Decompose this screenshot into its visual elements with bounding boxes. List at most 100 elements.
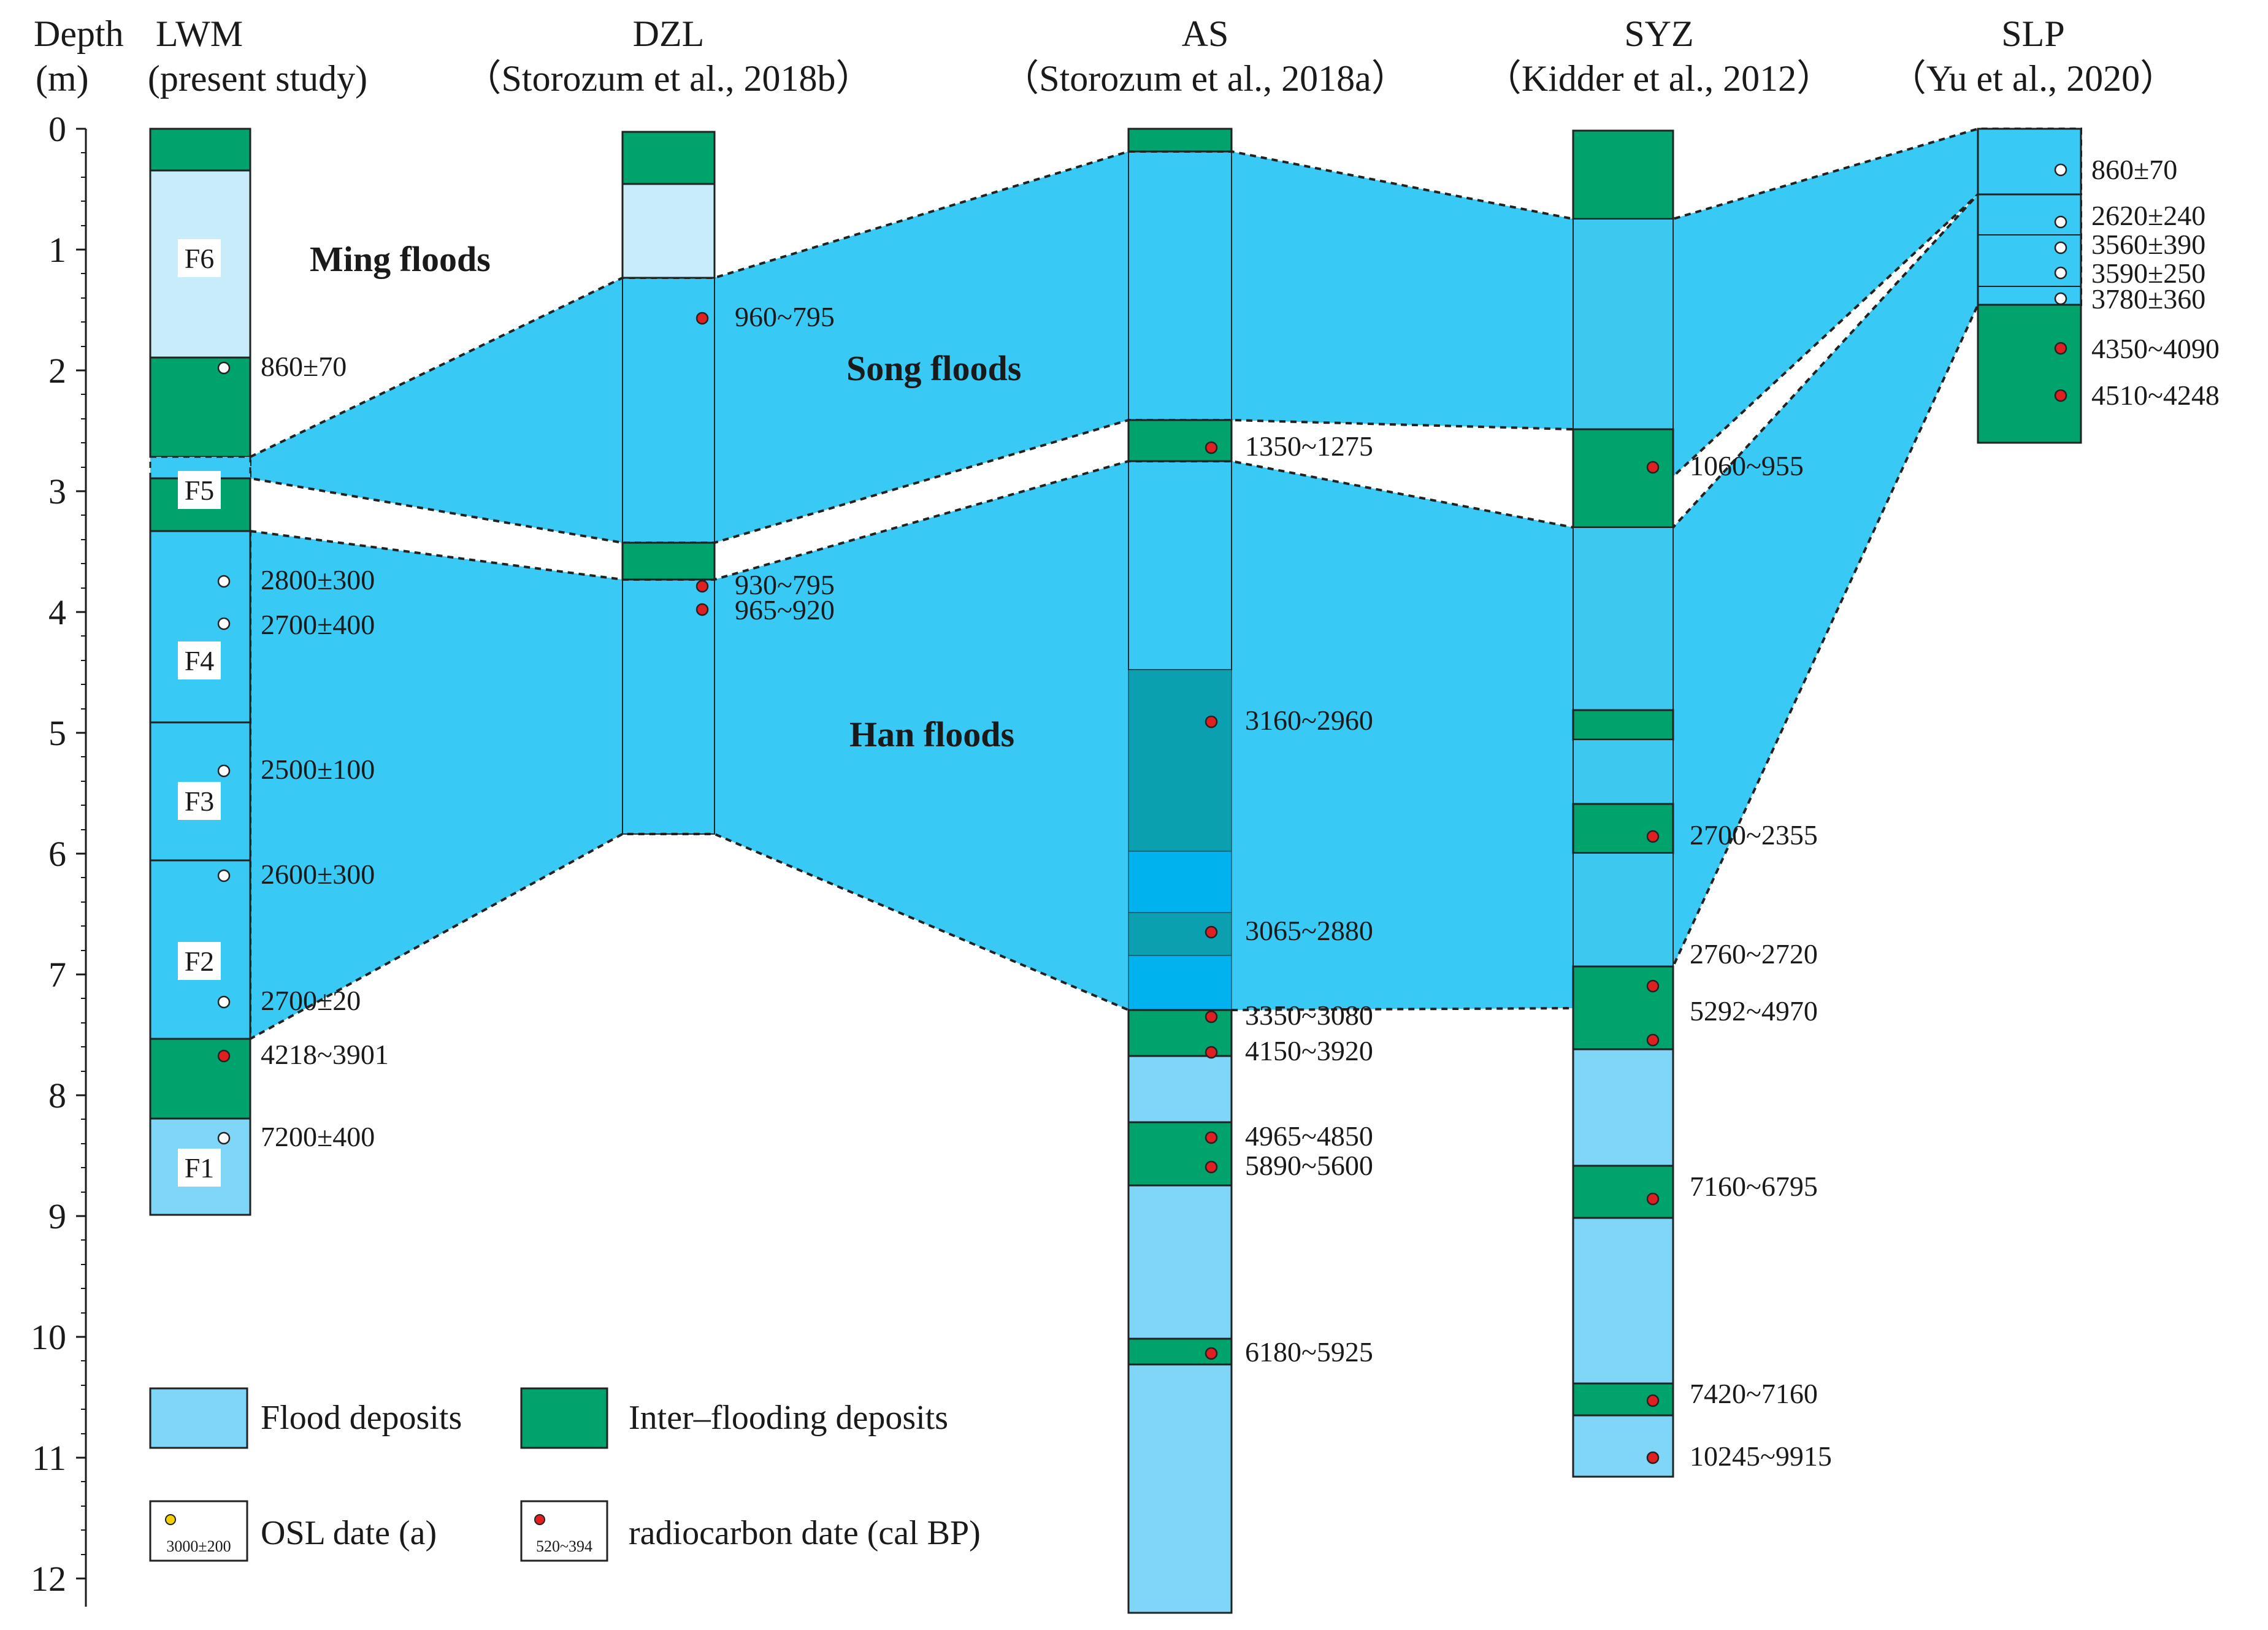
tick-label: 2 (48, 351, 66, 391)
ming-floods-label: Ming floods (310, 239, 491, 279)
inter-flooding-layer (1572, 803, 1674, 854)
inter-flooding-layer (1572, 129, 1674, 220)
unit-label-box (178, 471, 221, 509)
osl-sample-marker (2054, 292, 2067, 305)
flood-sublayer-dark (1128, 669, 1232, 852)
sample-markers (217, 163, 2067, 1464)
radiocarbon-sample-marker (1205, 1010, 1218, 1024)
legend-label-osl: OSL date (a) (261, 1514, 437, 1552)
date-labels-syz: 1060~955 2700~2355 2760~2720 5292~4970 7… (1690, 450, 1832, 1472)
legend-box-osl (149, 1500, 248, 1562)
osl-sample-marker (217, 361, 231, 375)
date-label: 10245~9915 (1690, 1441, 1832, 1472)
column-source-lwm: (present study) (148, 58, 367, 99)
han-floods-label: Han floods (849, 714, 1014, 754)
radiocarbon-sample-marker (1205, 925, 1218, 939)
date-label: 2600±300 (261, 859, 375, 890)
radiocarbon-sample-marker (1205, 1347, 1218, 1360)
unit-label-f6: F6 (185, 243, 215, 274)
legend-label-flood: Flood deposits (261, 1399, 462, 1437)
date-label: 960~795 (735, 301, 835, 332)
date-labels-dzl: 960~795 930~795 965~920 (735, 301, 835, 626)
column-name-lwm: LWM (156, 13, 243, 54)
unit-label-box (178, 942, 221, 980)
date-label: 4350~4090 (2091, 333, 2220, 364)
radiocarbon-sample-marker (695, 580, 709, 593)
inter-flooding-layer (1127, 419, 1233, 462)
date-label: 2700~2355 (1690, 819, 1818, 851)
column-source-syz: （Kidder et al., 2012） (1485, 58, 1833, 99)
tick-label: 8 (48, 1076, 66, 1115)
legend-radiocarbon-sample: 520~394 (536, 1537, 592, 1555)
date-label: 7160~6795 (1690, 1171, 1818, 1202)
inter-flooding-layer (1572, 428, 1674, 529)
inter-flooding-layer (1127, 1121, 1233, 1187)
depth-axis-title: Depth (34, 13, 124, 54)
column-source-as: （Storozum et al., 2018a） (1002, 58, 1408, 99)
column-source-dzl: （Storozum et al., 2018b） (465, 58, 873, 99)
date-label: 6180~5925 (1245, 1336, 1373, 1368)
radiocarbon-sample-marker (1646, 1033, 1660, 1047)
tick-label: 0 (48, 109, 66, 149)
osl-sample-marker (217, 575, 231, 588)
date-label: 1060~955 (1690, 450, 1804, 481)
inter-flooding-layer (621, 541, 716, 581)
column-syz (1572, 129, 1674, 1478)
radiocarbon-sample-marker (1646, 1394, 1660, 1407)
inter-flooding-layer (1127, 128, 1233, 153)
inter-flooding-layer (149, 356, 251, 458)
date-label: 930~795 (735, 569, 835, 600)
date-label: 1350~1275 (1245, 430, 1373, 462)
radiocarbon-sample-marker (1205, 1046, 1218, 1059)
radiocarbon-sample-marker (1646, 1192, 1660, 1206)
date-label: 2760~2720 (1690, 938, 1818, 970)
column-name-as: AS (1182, 13, 1229, 54)
date-label: 3560±390 (2091, 229, 2205, 260)
unit-label-f4: F4 (185, 645, 215, 676)
flood-layer-song (1573, 218, 1674, 430)
date-label: 860±70 (261, 351, 347, 382)
column-dzl (621, 131, 716, 835)
flood-layer (1572, 1217, 1674, 1385)
tick-label: 3 (48, 472, 66, 511)
legend-label-inter-flooding: Inter–flooding deposits (629, 1399, 948, 1437)
date-label: 2700±400 (261, 609, 375, 640)
flood-layer (1127, 1055, 1233, 1123)
osl-sample-marker (2054, 215, 2067, 229)
radiocarbon-sample-marker (695, 603, 709, 616)
radiocarbon-sample-marker (1646, 979, 1660, 993)
date-label: 3350~3080 (1245, 1000, 1373, 1031)
depth-axis (76, 128, 87, 1607)
legend-osl-sample: 3000±200 (166, 1537, 231, 1555)
tick-label: 11 (32, 1438, 66, 1478)
radiocarbon-sample-marker (2054, 342, 2067, 355)
flood-layer (1127, 1184, 1233, 1340)
flood-layer-han (622, 579, 715, 835)
date-label: 2800±300 (261, 564, 375, 595)
date-label: 4510~4248 (2091, 380, 2220, 411)
osl-sample-marker (217, 995, 231, 1009)
tick-label: 5 (48, 713, 66, 753)
radiocarbon-sample-marker (1205, 1160, 1218, 1174)
date-label: 3160~2960 (1245, 705, 1373, 736)
column-name-syz: SYZ (1624, 13, 1693, 54)
inter-flooding-layer (1572, 1165, 1674, 1219)
date-label: 4150~3920 (1245, 1035, 1373, 1066)
flood-sublayer-bright (1128, 851, 1232, 913)
column-name-dzl: DZL (633, 13, 705, 54)
minor-ticks (81, 152, 86, 1555)
tick-label: 6 (48, 834, 66, 874)
unit-label-f3: F3 (185, 786, 215, 817)
radiocarbon-sample-marker (1646, 1451, 1660, 1464)
depth-axis-unit: (m) (36, 58, 89, 99)
date-label: 4218~3901 (261, 1039, 389, 1070)
legend-swatch-inter-flooding (520, 1387, 608, 1449)
date-labels-slp: 860±70 2620±240 3560±390 3590±250 3780±3… (2091, 154, 2220, 411)
tick-label: 12 (31, 1559, 66, 1599)
column-as (1127, 128, 1233, 1614)
unit-label-box (178, 641, 221, 679)
inter-flooding-layer (1572, 709, 1674, 741)
unit-label-f2: F2 (185, 946, 215, 977)
legend-label-radiocarbon: radiocarbon date (cal BP) (629, 1514, 981, 1552)
unit-label-f5: F5 (185, 475, 215, 506)
